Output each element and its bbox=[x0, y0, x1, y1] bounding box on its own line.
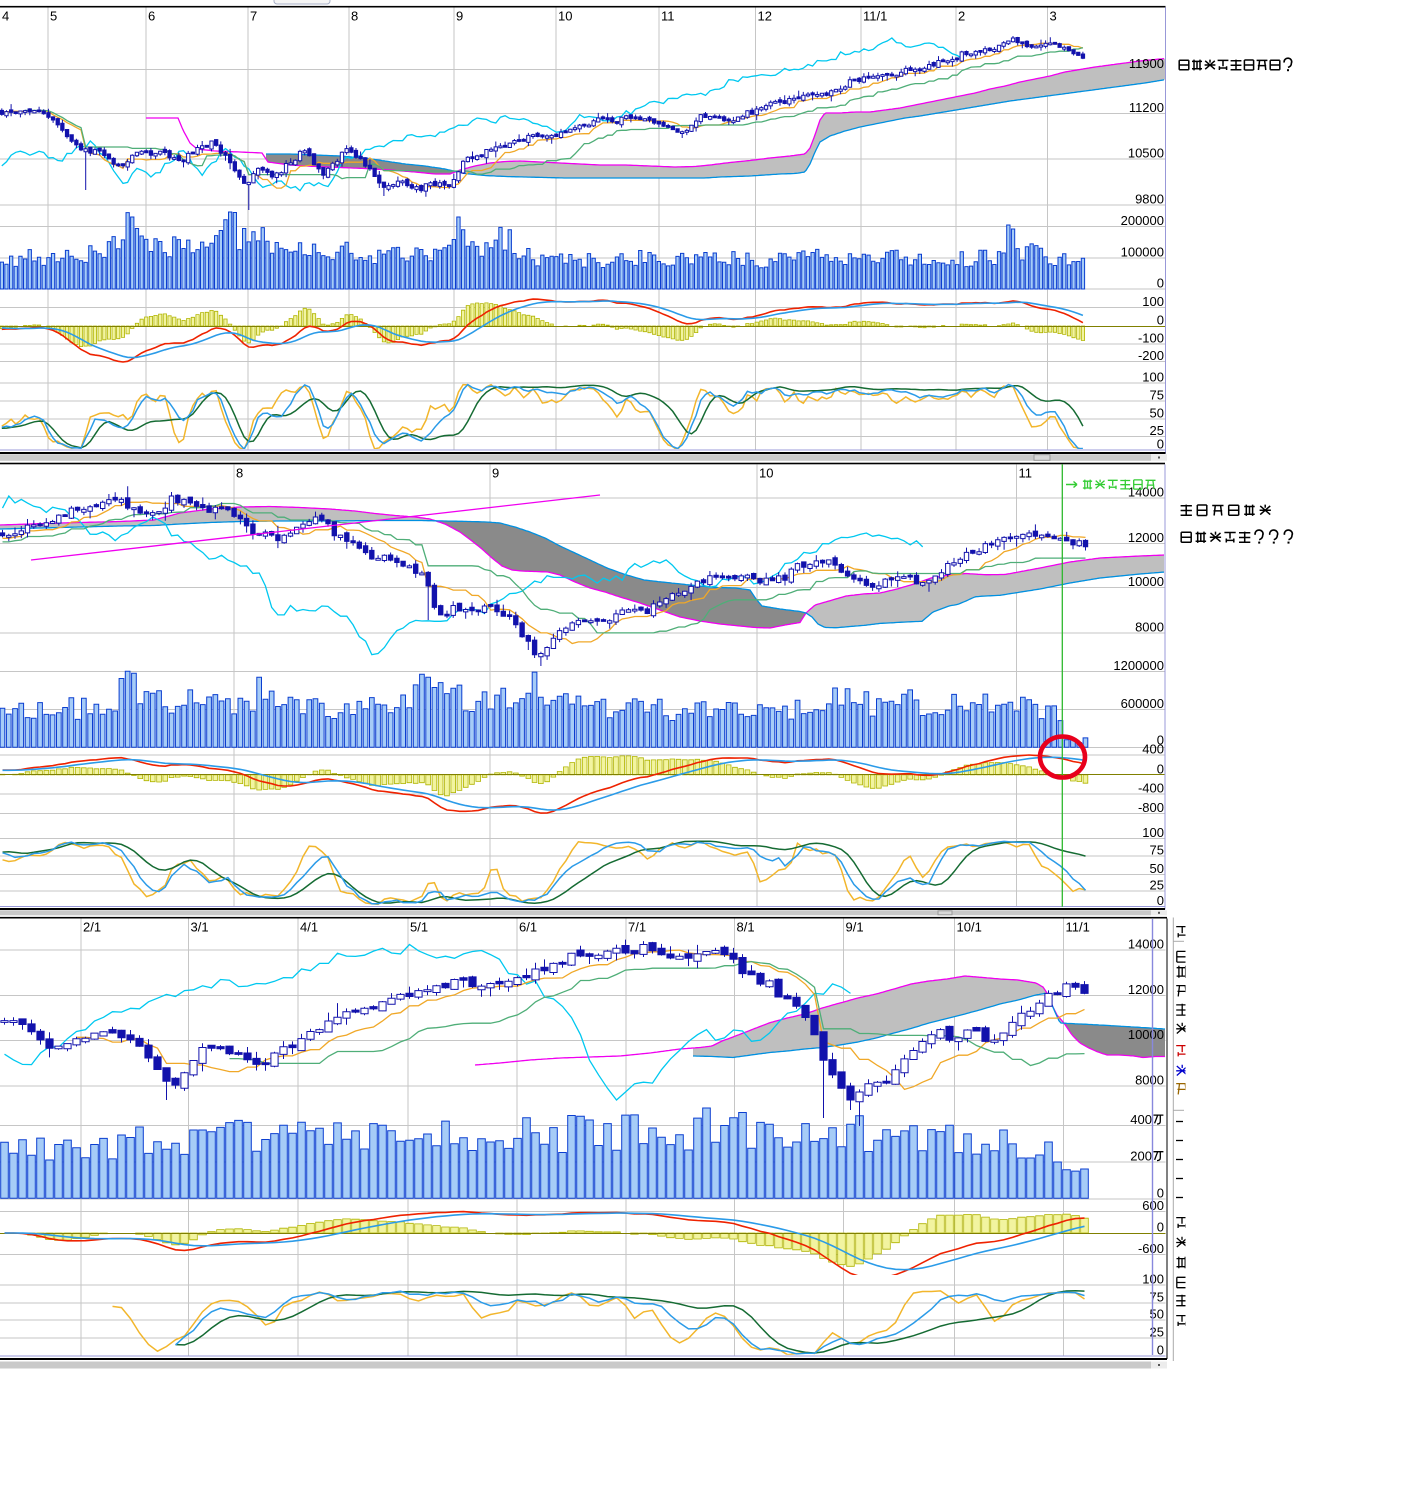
svg-text:10500: 10500 bbox=[1128, 146, 1164, 161]
svg-text:4/1: 4/1 bbox=[300, 920, 318, 935]
svg-text:3/1: 3/1 bbox=[191, 920, 209, 935]
svg-text:100: 100 bbox=[1142, 370, 1164, 385]
svg-text:0: 0 bbox=[1157, 1342, 1164, 1357]
svg-text:75: 75 bbox=[1150, 843, 1164, 858]
svg-text:200: 200 bbox=[1130, 1149, 1152, 1164]
svg-text:50: 50 bbox=[1150, 406, 1164, 421]
svg-text:25: 25 bbox=[1150, 1325, 1164, 1340]
svg-text:75: 75 bbox=[1150, 1290, 1164, 1305]
svg-text:11: 11 bbox=[661, 9, 675, 24]
svg-text:8000: 8000 bbox=[1135, 620, 1164, 635]
svg-text:9/1: 9/1 bbox=[846, 920, 864, 935]
svg-text:8000: 8000 bbox=[1135, 1072, 1164, 1087]
svg-text:100000: 100000 bbox=[1121, 244, 1164, 259]
svg-text:-800: -800 bbox=[1138, 800, 1164, 815]
svg-text:600000: 600000 bbox=[1121, 696, 1164, 711]
svg-text:400: 400 bbox=[1142, 741, 1164, 756]
svg-text:11: 11 bbox=[1019, 465, 1033, 480]
svg-text:100: 100 bbox=[1142, 294, 1164, 309]
svg-text:3: 3 bbox=[1050, 9, 1057, 24]
svg-text:8: 8 bbox=[236, 465, 243, 480]
svg-text:6: 6 bbox=[148, 9, 155, 24]
svg-text:8/1: 8/1 bbox=[737, 920, 755, 935]
svg-text:1200000: 1200000 bbox=[1113, 658, 1164, 673]
svg-text:8: 8 bbox=[351, 9, 358, 24]
svg-text:75: 75 bbox=[1150, 388, 1164, 403]
svg-text:14000: 14000 bbox=[1128, 485, 1164, 500]
svg-text:100: 100 bbox=[1142, 825, 1164, 840]
svg-text:-100: -100 bbox=[1138, 331, 1164, 346]
svg-text:10: 10 bbox=[759, 465, 773, 480]
svg-text:0: 0 bbox=[1157, 1185, 1164, 1200]
svg-text:0: 0 bbox=[1157, 276, 1164, 291]
svg-text:10000: 10000 bbox=[1128, 574, 1164, 589]
svg-text:10: 10 bbox=[558, 9, 572, 24]
svg-text:0: 0 bbox=[1157, 761, 1164, 776]
svg-text:0: 0 bbox=[1157, 893, 1164, 908]
svg-text:11/1: 11/1 bbox=[1066, 920, 1090, 935]
svg-text:10000: 10000 bbox=[1128, 1027, 1164, 1042]
svg-text:50: 50 bbox=[1150, 861, 1164, 876]
svg-text:12000: 12000 bbox=[1128, 530, 1164, 545]
svg-text:0: 0 bbox=[1157, 1220, 1164, 1235]
svg-text:200000: 200000 bbox=[1121, 213, 1164, 228]
svg-text:6/1: 6/1 bbox=[519, 920, 537, 935]
svg-text:9800: 9800 bbox=[1135, 192, 1164, 207]
svg-text:12000: 12000 bbox=[1128, 982, 1164, 997]
svg-text:12: 12 bbox=[758, 9, 772, 24]
svg-text:0: 0 bbox=[1157, 437, 1164, 452]
svg-text:25: 25 bbox=[1150, 423, 1164, 438]
svg-text:14000: 14000 bbox=[1128, 937, 1164, 952]
svg-text:5: 5 bbox=[50, 9, 57, 24]
svg-text:2: 2 bbox=[958, 9, 965, 24]
svg-text:4: 4 bbox=[2, 9, 9, 24]
svg-text:11/1: 11/1 bbox=[863, 9, 887, 24]
svg-text:10/1: 10/1 bbox=[957, 920, 982, 935]
svg-text:400: 400 bbox=[1130, 1112, 1152, 1127]
svg-text:7: 7 bbox=[250, 9, 257, 24]
svg-text:5/1: 5/1 bbox=[410, 920, 428, 935]
svg-text:9: 9 bbox=[456, 9, 463, 24]
svg-text:-200: -200 bbox=[1138, 348, 1164, 363]
svg-text:-400: -400 bbox=[1138, 781, 1164, 796]
svg-text:9: 9 bbox=[492, 465, 499, 480]
svg-text:2/1: 2/1 bbox=[83, 920, 101, 935]
svg-text:25: 25 bbox=[1150, 878, 1164, 893]
svg-text:0: 0 bbox=[1157, 733, 1164, 748]
svg-text:50: 50 bbox=[1150, 1306, 1164, 1321]
svg-text:-600: -600 bbox=[1138, 1241, 1164, 1256]
svg-text:11900: 11900 bbox=[1129, 56, 1164, 71]
svg-text:11200: 11200 bbox=[1129, 100, 1164, 115]
svg-text:7/1: 7/1 bbox=[628, 920, 646, 935]
svg-text:0: 0 bbox=[1157, 313, 1164, 328]
